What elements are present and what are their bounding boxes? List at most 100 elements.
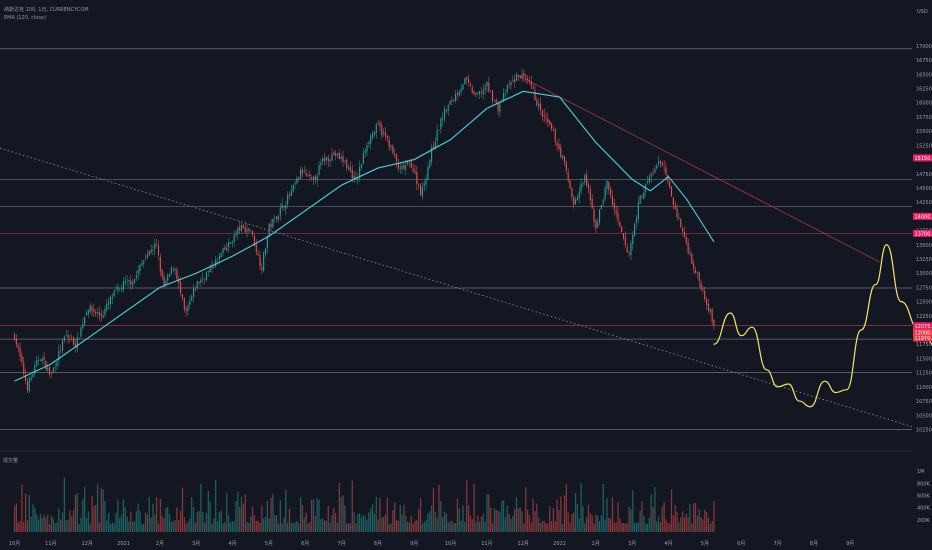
symbol-legend[interactable]: 纳斯达克 100, 1日, CURRENCYCOM <box>4 7 89 13</box>
candle-body <box>170 267 172 274</box>
volume-bar <box>137 503 139 532</box>
volume-bar <box>388 524 390 532</box>
ema-legend[interactable]: EMA (120, close) <box>4 15 46 21</box>
volume-bar <box>176 507 178 532</box>
candle-body <box>698 271 700 281</box>
volume-bar <box>694 502 697 532</box>
candle-body <box>682 228 684 232</box>
volume-bar <box>528 515 531 532</box>
volume-bar <box>574 493 577 532</box>
volume-bar <box>174 520 176 532</box>
candle-body <box>373 131 375 135</box>
volume-bar <box>497 510 499 532</box>
price-tick-label: 14500.0 <box>916 186 932 192</box>
candle-body <box>641 196 643 198</box>
volume-bar <box>700 517 702 532</box>
volume-tick-label: 200K <box>917 518 931 524</box>
candle-body <box>303 171 305 173</box>
volume-axis: 1M 800K 600K 400K 200K <box>917 469 931 524</box>
candle-body <box>277 215 279 220</box>
volume-bar <box>180 510 182 532</box>
candle-body <box>296 177 298 184</box>
candle-body <box>174 268 176 270</box>
candle-body <box>178 278 180 284</box>
volume-bar <box>407 521 409 532</box>
volume-bar <box>493 508 495 532</box>
candle-body <box>15 338 17 345</box>
candle-body <box>157 245 160 256</box>
time-tick-label: 11月 <box>45 541 56 547</box>
volume-bar <box>421 524 423 532</box>
candle-body <box>646 181 649 184</box>
candle-body <box>571 188 573 197</box>
volume-bar <box>656 521 658 532</box>
volume-bar <box>283 517 285 532</box>
volume-bar <box>351 480 353 532</box>
volume-bar <box>316 498 318 532</box>
volume-bar <box>584 523 586 532</box>
candle-body <box>599 209 601 223</box>
candle-body <box>196 281 198 289</box>
volume-bar <box>713 500 715 532</box>
volume-bar <box>25 493 27 532</box>
candle-body <box>159 257 161 272</box>
candle-body <box>163 275 165 287</box>
volume-bar <box>357 514 359 532</box>
volume-bar <box>281 523 283 532</box>
volume-bar <box>565 484 567 532</box>
candle-body <box>213 267 215 269</box>
volume-bar <box>89 524 91 532</box>
volume-bar <box>469 515 471 532</box>
price-tick-label: 16250.0 <box>916 87 932 93</box>
candle-body <box>74 343 76 347</box>
volume-bar <box>327 506 329 532</box>
volume-bar <box>329 522 331 532</box>
volume-bar <box>277 523 280 532</box>
candle-body <box>331 153 333 161</box>
price-tick-label: 16000.0 <box>916 101 932 107</box>
volume-bar <box>608 517 610 532</box>
candle-body <box>436 129 438 142</box>
volume-bar <box>82 499 84 532</box>
time-tick-label: 2022 <box>553 541 566 547</box>
candle-body <box>694 269 697 273</box>
volume-bar <box>204 522 206 532</box>
candle-body <box>595 220 597 229</box>
candle-body <box>109 296 112 304</box>
volume-bar <box>506 505 508 532</box>
price-tick-label: 16500.0 <box>916 72 932 78</box>
candle-body <box>482 89 484 95</box>
candle-body <box>89 305 91 313</box>
volume-bar <box>200 483 202 532</box>
candle-body <box>412 168 414 172</box>
volume-legend[interactable]: 成交量 <box>3 458 19 464</box>
candle-body <box>287 194 289 205</box>
volume-bar <box>45 517 47 532</box>
volume-bar <box>519 507 521 532</box>
candle-body <box>318 165 320 175</box>
candle-body <box>665 167 667 175</box>
candle-body <box>276 216 278 220</box>
volume-bar <box>610 518 612 532</box>
volume-bar <box>598 520 601 532</box>
candle-body <box>383 131 385 134</box>
volume-bar <box>504 517 507 532</box>
candle-body <box>126 279 128 281</box>
volume-bar <box>471 519 473 532</box>
candle-body <box>491 90 494 102</box>
volume-bar <box>303 517 305 532</box>
candle-body <box>357 178 359 180</box>
candle-body <box>399 167 401 169</box>
candle-body <box>119 287 121 289</box>
volume-bar <box>691 523 693 532</box>
time-tick-label: 3月 <box>192 541 200 547</box>
volume-bar <box>558 510 560 532</box>
candle-body <box>98 312 100 315</box>
candle-body <box>61 340 64 351</box>
candle-body <box>416 171 418 184</box>
candle-body <box>39 359 41 361</box>
volume-bar <box>563 495 566 532</box>
candle-body <box>678 217 680 219</box>
volume-bar <box>69 510 71 532</box>
